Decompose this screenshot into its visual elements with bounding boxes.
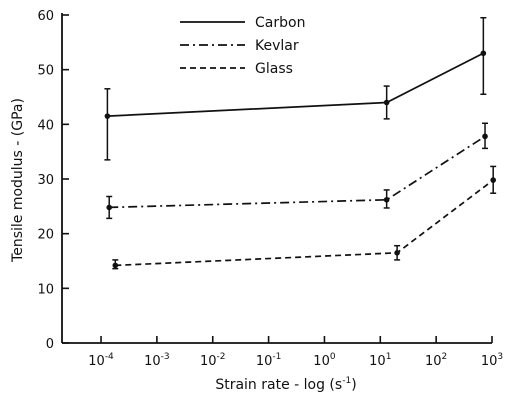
- x-tick-label: 103: [481, 352, 503, 369]
- y-axis-title: Tensile modulus - (GPa): [10, 98, 26, 263]
- x-tick-label: 100: [313, 352, 336, 369]
- y-tick-label: 60: [37, 9, 54, 24]
- y-tick-label: 30: [37, 173, 54, 188]
- data-point: [394, 250, 400, 256]
- legend-label-kevlar: Kevlar: [255, 38, 299, 54]
- data-point: [383, 196, 390, 203]
- y-tick-label: 50: [37, 64, 54, 79]
- data-point: [480, 50, 487, 57]
- series-line-glass: [115, 179, 494, 267]
- data-point: [112, 262, 119, 269]
- series-line-carbon: [107, 52, 484, 117]
- y-tick-label: 0: [46, 337, 54, 352]
- series-kevlar: [106, 122, 489, 220]
- data-point: [490, 177, 496, 183]
- series-glass: [112, 165, 497, 270]
- data-point: [383, 99, 390, 106]
- axes: 0 10 20 30 40 50 60 10-4 10-3 10-2 10-1 100 101 102 10…: [37, 9, 503, 369]
- series-line-kevlar: [109, 135, 486, 209]
- x-tick-label: 102: [425, 352, 447, 369]
- legend: Carbon Kevlar Glass: [180, 15, 305, 77]
- data-point: [106, 204, 113, 211]
- y-tick-label: 40: [37, 118, 54, 133]
- x-tick-label: 101: [369, 352, 391, 369]
- legend-label-carbon: Carbon: [255, 15, 305, 31]
- legend-label-glass: Glass: [255, 61, 293, 77]
- data-point: [104, 113, 111, 119]
- x-tick-label: 10-4: [88, 352, 114, 369]
- x-tick-label: 10-2: [200, 352, 226, 369]
- x-axis-title: Strain rate - log (s-1): [215, 376, 356, 393]
- x-tick-label: 10-1: [256, 352, 282, 369]
- x-tick-label: 10-3: [144, 352, 170, 369]
- series-carbon: [104, 16, 487, 161]
- series-layer: [104, 16, 497, 270]
- data-point: [482, 133, 488, 140]
- y-tick-label: 10: [37, 282, 54, 297]
- y-tick-label: 20: [37, 228, 54, 243]
